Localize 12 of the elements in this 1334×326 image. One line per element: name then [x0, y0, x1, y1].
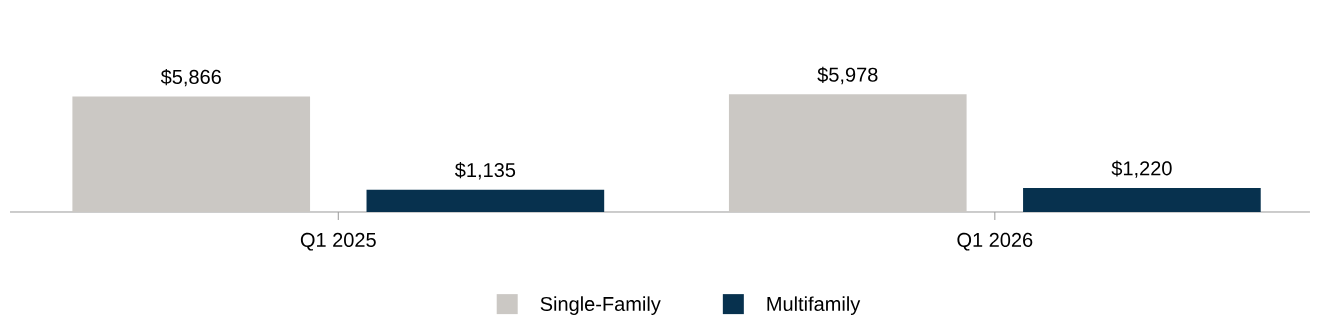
data-label: $1,135	[454, 162, 516, 180]
bar	[72, 96, 311, 212]
bar	[728, 94, 967, 212]
data-label: $1,220	[1111, 160, 1172, 178]
legend-label: Multifamily	[767, 296, 861, 316]
legend-label: Single-Family	[540, 296, 661, 316]
bar	[366, 189, 605, 212]
bar	[1023, 187, 1261, 212]
data-label: $5,866	[160, 68, 221, 87]
data-label: $5,978	[817, 66, 878, 85]
x-tick-label: Q1 2026	[957, 232, 1033, 251]
x-tick-label: Q1 2025	[300, 232, 376, 251]
